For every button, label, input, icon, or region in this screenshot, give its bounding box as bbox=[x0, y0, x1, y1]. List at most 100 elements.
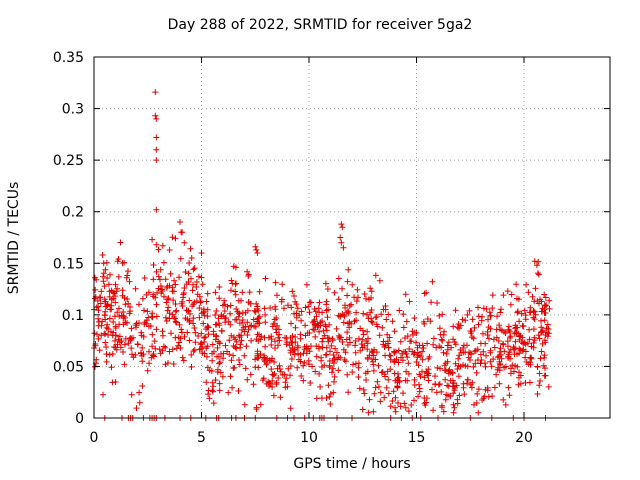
data-point bbox=[238, 332, 245, 339]
data-point bbox=[215, 315, 222, 322]
data-point bbox=[415, 362, 422, 369]
data-point bbox=[362, 370, 369, 377]
data-point bbox=[450, 401, 457, 408]
data-point bbox=[535, 271, 542, 278]
data-point bbox=[498, 355, 505, 362]
data-point bbox=[507, 334, 513, 341]
data-point bbox=[485, 324, 492, 331]
data-point bbox=[171, 315, 178, 322]
data-point bbox=[423, 289, 430, 296]
data-point bbox=[495, 338, 502, 344]
data-point bbox=[149, 343, 156, 350]
data-point bbox=[450, 390, 457, 397]
data-point bbox=[160, 259, 167, 266]
data-point bbox=[200, 306, 207, 313]
data-point bbox=[346, 324, 353, 331]
data-point bbox=[357, 347, 364, 354]
data-point bbox=[486, 335, 492, 342]
data-point bbox=[541, 354, 548, 361]
data-point bbox=[255, 315, 262, 322]
data-point bbox=[180, 294, 187, 301]
data-point bbox=[384, 338, 391, 345]
data-point bbox=[413, 359, 420, 365]
data-point bbox=[400, 390, 406, 397]
data-point bbox=[395, 400, 401, 406]
data-point bbox=[198, 310, 205, 317]
data-point bbox=[385, 376, 392, 383]
data-point bbox=[485, 393, 492, 400]
data-point bbox=[532, 311, 539, 318]
data-point bbox=[339, 339, 346, 345]
data-point bbox=[377, 389, 384, 396]
data-point bbox=[115, 336, 122, 343]
data-point bbox=[313, 343, 320, 350]
data-point bbox=[333, 325, 340, 332]
data-point bbox=[424, 372, 431, 379]
data-point bbox=[539, 340, 546, 347]
data-point bbox=[460, 380, 467, 387]
data-point bbox=[324, 314, 331, 321]
data-point bbox=[203, 326, 209, 333]
data-point bbox=[232, 264, 239, 271]
data-point bbox=[421, 290, 428, 297]
data-point bbox=[348, 301, 355, 308]
data-point bbox=[298, 317, 305, 324]
data-point bbox=[313, 353, 320, 360]
data-point bbox=[166, 348, 173, 355]
data-point bbox=[533, 262, 540, 269]
data-point bbox=[212, 321, 219, 328]
data-point bbox=[218, 328, 225, 335]
data-point bbox=[198, 340, 205, 346]
data-point bbox=[375, 383, 382, 390]
data-point bbox=[114, 341, 121, 348]
data-point bbox=[390, 388, 397, 395]
data-point bbox=[150, 276, 157, 283]
data-point bbox=[196, 305, 203, 311]
data-point bbox=[453, 382, 460, 389]
data-point bbox=[542, 365, 548, 372]
data-point bbox=[146, 348, 152, 355]
data-point bbox=[116, 305, 122, 312]
data-point bbox=[444, 358, 451, 365]
data-point bbox=[328, 342, 335, 349]
data-point bbox=[322, 280, 329, 287]
data-point bbox=[198, 250, 205, 256]
data-point bbox=[345, 266, 352, 273]
data-point bbox=[238, 337, 245, 344]
data-point bbox=[360, 386, 367, 393]
data-point bbox=[162, 344, 169, 351]
data-point bbox=[493, 326, 500, 333]
data-point bbox=[361, 291, 368, 297]
data-point bbox=[197, 299, 204, 306]
data-point bbox=[502, 363, 509, 370]
data-point bbox=[310, 318, 317, 325]
data-point bbox=[291, 351, 298, 358]
data-point bbox=[99, 252, 106, 258]
data-point bbox=[484, 332, 491, 338]
data-point bbox=[153, 157, 160, 164]
data-point bbox=[504, 338, 511, 345]
data-point bbox=[302, 332, 309, 339]
data-point bbox=[92, 286, 99, 293]
data-point bbox=[172, 318, 179, 325]
data-point bbox=[489, 393, 496, 400]
data-point bbox=[262, 311, 269, 318]
data-point bbox=[101, 312, 108, 319]
data-point bbox=[527, 379, 533, 386]
data-point bbox=[112, 337, 118, 344]
data-point bbox=[425, 377, 432, 384]
data-point bbox=[230, 365, 237, 372]
data-point bbox=[384, 331, 391, 338]
data-point bbox=[257, 336, 264, 343]
data-point bbox=[248, 322, 255, 329]
data-point bbox=[263, 360, 270, 367]
data-point bbox=[100, 270, 107, 277]
data-point bbox=[485, 316, 491, 323]
data-point bbox=[506, 392, 513, 399]
data-point bbox=[241, 352, 248, 359]
data-point bbox=[359, 344, 366, 351]
data-point bbox=[176, 339, 183, 346]
data-point bbox=[534, 364, 541, 370]
data-point bbox=[425, 366, 432, 373]
x-tick-label: 5 bbox=[197, 430, 206, 446]
